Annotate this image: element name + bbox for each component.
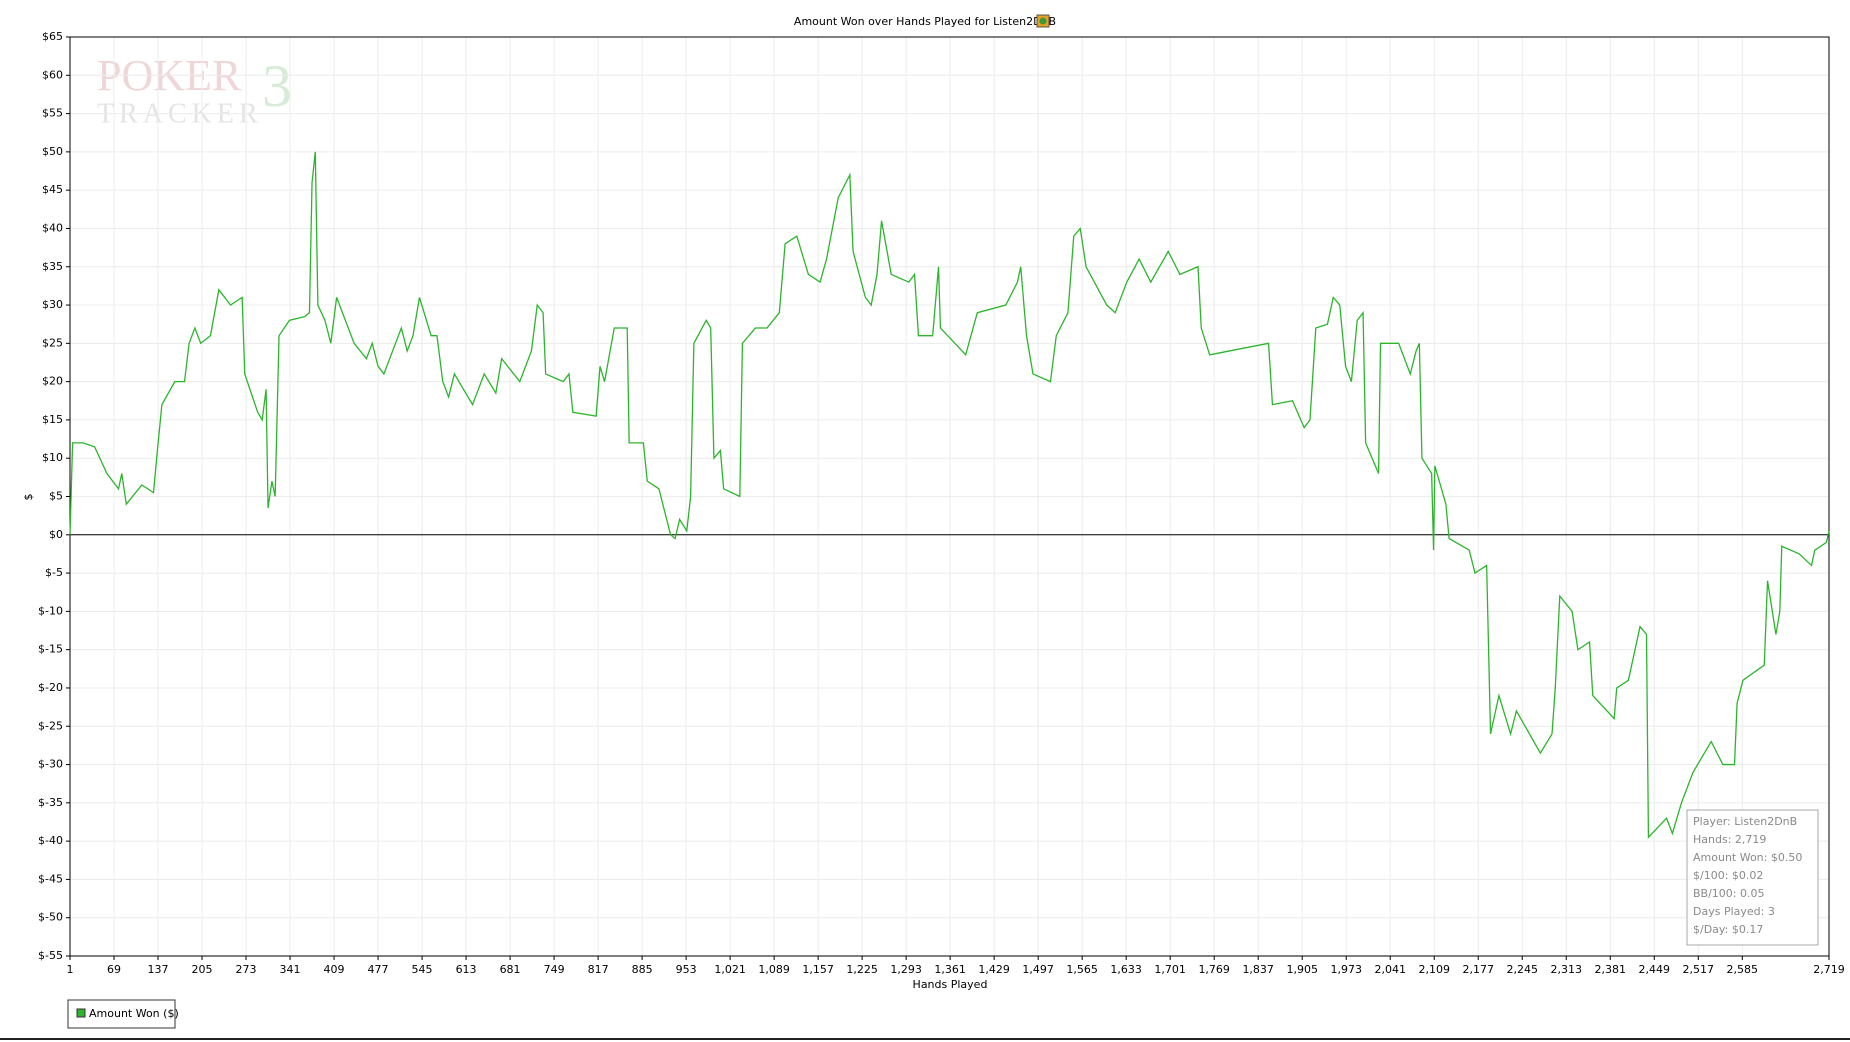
y-tick-label: $10: [42, 451, 63, 464]
y-tick-label: $15: [42, 413, 63, 426]
x-tick-label: 2,177: [1462, 963, 1494, 976]
x-tick-label: 477: [368, 963, 389, 976]
tooltip-line: $/100: $0.02: [1693, 869, 1763, 882]
x-tick-label: 2,041: [1374, 963, 1406, 976]
x-tick-label: 341: [280, 963, 301, 976]
legend: Amount Won ($): [67, 999, 179, 1029]
watermark: 3: [262, 53, 292, 119]
y-tick-label: $25: [42, 336, 63, 349]
y-tick-label: $-40: [38, 834, 63, 847]
x-tick-label: 1: [67, 963, 74, 976]
plot-frame: [69, 36, 1830, 957]
data-line: [69, 151, 1830, 839]
y-tick-label: $0: [49, 528, 63, 541]
y-axis-label: $: [22, 494, 35, 501]
x-tick-label: 1,905: [1286, 963, 1318, 976]
x-tick-label: 1,157: [802, 963, 834, 976]
x-tick-label: 2,585: [1727, 963, 1759, 976]
y-tick-label: $30: [42, 298, 63, 311]
y-tick-label: $-20: [38, 681, 63, 694]
y-tick-label: $-5: [45, 566, 63, 579]
x-tick-label: 205: [192, 963, 213, 976]
x-tick-label: 681: [500, 963, 521, 976]
x-tick-label: 613: [456, 963, 477, 976]
tooltip: Player: Listen2DnB Hands: 2,719 Amount Won…: [1686, 809, 1819, 946]
legend-label: Amount Won ($): [89, 1007, 179, 1020]
y-tick-label: $-35: [38, 796, 63, 809]
tooltip-line: Days Played: 3: [1693, 905, 1775, 918]
x-tick-label: 1,701: [1154, 963, 1186, 976]
x-tick-label: 545: [412, 963, 433, 976]
y-tick-label: $-50: [38, 911, 63, 924]
x-tick-label: 1,497: [1022, 963, 1054, 976]
x-tick-label: 749: [544, 963, 565, 976]
x-tick-label: 817: [588, 963, 609, 976]
export-icon-dot: [1039, 17, 1047, 25]
x-tick-label: 2,719: [1813, 963, 1845, 976]
tooltip-box: [1686, 809, 1819, 946]
tooltip-line: Hands: 2,719: [1693, 833, 1766, 846]
y-tick-label: $-45: [38, 872, 63, 885]
x-tick-label: 2,109: [1418, 963, 1450, 976]
tooltip-line: BB/100: 0.05: [1693, 887, 1765, 900]
x-tick-label: 1,973: [1330, 963, 1362, 976]
x-tick-label: 409: [324, 963, 345, 976]
y-tick-label: $60: [42, 68, 63, 81]
x-tick-label: 1,021: [714, 963, 746, 976]
x-tick-label: 1,225: [846, 963, 878, 976]
x-tick-label: 2,245: [1506, 963, 1538, 976]
y-tick-label: $-15: [38, 643, 63, 656]
y-tick-label: $45: [42, 183, 63, 196]
tooltip-line: Amount Won: $0.50: [1693, 851, 1802, 864]
tooltip-line: Player: Listen2DnB: [1693, 815, 1797, 828]
y-tick-label: $35: [42, 260, 63, 273]
y-tick-label: $5: [49, 490, 63, 503]
y-tick-label: $-55: [38, 949, 63, 962]
y-tick-label: $50: [42, 145, 63, 158]
x-tick-label: 1,769: [1198, 963, 1230, 976]
y-tick-label: $65: [42, 30, 63, 43]
y-tick-label: $-10: [38, 604, 63, 617]
x-tick-label: 1,633: [1110, 963, 1142, 976]
x-tick-label: 2,381: [1595, 963, 1627, 976]
y-tick-label: $20: [42, 375, 63, 388]
plot: $65 $60 $55 $50 $45 $40 $35 $30 $25 $20 $15 $10 $5 $0…: [38, 30, 1845, 976]
x-tick-label: 1,361: [934, 963, 966, 976]
x-axis-label: Hands Played: [913, 978, 988, 991]
x-tick-label: 1,293: [890, 963, 922, 976]
x-tick-label: 1,837: [1242, 963, 1274, 976]
x-tick-label: 885: [632, 963, 653, 976]
y-tick-label: $-30: [38, 758, 63, 771]
x-tick-label: 137: [148, 963, 169, 976]
legend-swatch: [76, 1008, 86, 1018]
y-tick-label: $55: [42, 107, 63, 120]
x-tick-label: 273: [236, 963, 257, 976]
x-tick-label: 953: [676, 963, 697, 976]
y-tick-label: $40: [42, 221, 63, 234]
chart-title: Amount Won over Hands Played for Listen2…: [794, 15, 1056, 28]
x-tick-label: 69: [107, 963, 121, 976]
y-tick-label: $-25: [38, 719, 63, 732]
x-tick-label: 1,429: [978, 963, 1010, 976]
tooltip-line: $/Day: $0.17: [1693, 923, 1763, 936]
legend-box: [67, 999, 176, 1029]
x-tick-label: 1,089: [758, 963, 790, 976]
x-tick-label: 1,565: [1066, 963, 1098, 976]
x-tick-label: 2,449: [1639, 963, 1671, 976]
x-tick-label: 2,517: [1683, 963, 1715, 976]
x-tick-label: 2,313: [1551, 963, 1583, 976]
